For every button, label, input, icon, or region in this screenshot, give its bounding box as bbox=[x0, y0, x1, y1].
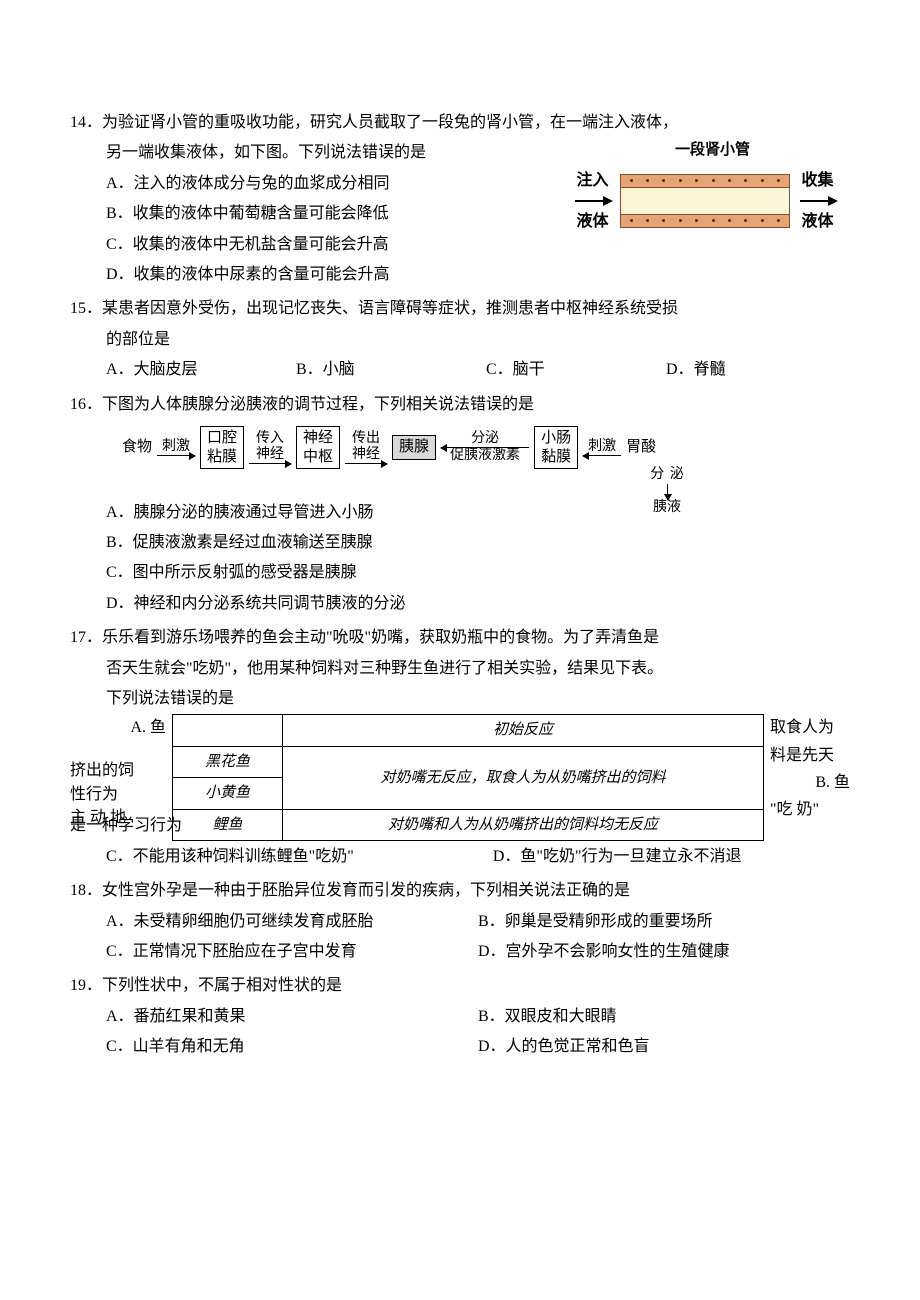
q17-opt-a-left: A. 鱼 bbox=[70, 714, 166, 741]
q17-table-row1: A. 鱼 初始反应 黑花鱼 对奶嘴无反应，取食人为从奶嘴挤出的饲料 小黄鱼 鲤鱼… bbox=[70, 714, 850, 841]
diag-arrow-secretin: 分泌 促胰液激素 bbox=[441, 431, 529, 464]
q16-opt-d: D．神经和内分泌系统共同调节胰液的分泌 bbox=[106, 589, 850, 619]
q19-options: A．番茄红果和黄果 B．双眼皮和大眼睛 C．山羊有角和无角 D．人的色觉正常和色… bbox=[70, 1002, 850, 1063]
q17-opt-d: D．鱼"吃奶"行为一旦建立永不消退 bbox=[493, 842, 742, 872]
q16-number: 16． bbox=[70, 390, 102, 420]
collect-liquid: 液体 bbox=[790, 208, 845, 235]
q17-opts-cd: C．不能用该种饲料训练鲤鱼"吃奶" D．鱼"吃奶"行为一旦建立永不消退 bbox=[70, 842, 850, 872]
question-15: 15． 某患者因意外受伤，出现记忆丧失、语言障碍等症状，推测患者中枢神经系统受损… bbox=[70, 294, 850, 385]
q17-r2: 料是先天 bbox=[770, 742, 850, 769]
tubule-top-wall bbox=[620, 174, 790, 188]
q18-text: 女性宫外孕是一种由于胚胎异位发育而引发的疾病，下列相关说法正确的是 bbox=[102, 876, 850, 906]
question-14: 14． 为验证肾小管的重吸收功能，研究人员截取了一段兔的肾小管，在一端注入液体，… bbox=[70, 108, 850, 290]
cell-fish2: 小黄鱼 bbox=[173, 778, 283, 810]
q16-options: A．胰腺分泌的胰液通过导管进入小肠 B．促胰液激素是经过血液输送至胰腺 C．图中… bbox=[70, 498, 850, 620]
q15-opt-b: B．小脑 bbox=[296, 355, 486, 385]
q14-number: 14． bbox=[70, 108, 102, 138]
q14-stem-line1: 14． 为验证肾小管的重吸收功能，研究人员截取了一段兔的肾小管，在一端注入液体， bbox=[70, 108, 850, 138]
q17-text1: 乐乐看到游乐场喂养的鱼会主动"吮吸"奶嘴，获取奶瓶中的食物。为了弄清鱼是 bbox=[102, 623, 850, 653]
inject-label: 注入 bbox=[565, 167, 620, 194]
q16-text: 下图为人体胰腺分泌胰液的调节过程，下列相关说法错误的是 bbox=[102, 390, 850, 420]
q14-opt-d: D．收集的液体中尿素的含量可能会升高 bbox=[106, 260, 850, 290]
q15-opt-a: A．大脑皮层 bbox=[106, 355, 296, 385]
q19-number: 19． bbox=[70, 971, 102, 1001]
q18-opt-d: D．宫外孕不会影响女性的生殖健康 bbox=[478, 937, 850, 967]
q19-opt-b: B．双眼皮和大眼睛 bbox=[478, 1002, 850, 1032]
q16-opt-c: C．图中所示反射弧的感受器是胰腺 bbox=[106, 558, 850, 588]
question-19: 19．下列性状中，不属于相对性状的是 A．番茄红果和黄果 B．双眼皮和大眼睛 C… bbox=[70, 971, 850, 1062]
q19-opt-c: C．山羊有角和无角 bbox=[106, 1032, 478, 1062]
q15-opt-d: D．脊髓 bbox=[666, 355, 806, 385]
collect-label: 收集 bbox=[790, 167, 845, 194]
tubule-bottom-wall bbox=[620, 214, 790, 228]
q15-stem-line1: 15． 某患者因意外受伤，出现记忆丧失、语言障碍等症状，推测患者中枢神经系统受损 bbox=[70, 294, 850, 324]
q18-opt-a: A．未受精卵细胞仍可继续发育成胚胎 bbox=[106, 907, 478, 937]
tubule-lumen bbox=[620, 188, 790, 214]
q17-optb-right: B. 鱼 bbox=[770, 769, 850, 796]
q16-opt-b: B．促胰液激素是经过血液输送至胰腺 bbox=[106, 528, 850, 558]
inject-liquid: 液体 bbox=[565, 208, 620, 235]
q15-number: 15． bbox=[70, 294, 102, 324]
q16-stem: 16． 下图为人体胰腺分泌胰液的调节过程，下列相关说法错误的是 bbox=[70, 390, 850, 420]
q19-text: 下列性状中，不属于相对性状的是 bbox=[102, 971, 850, 1001]
q18-opt-c: C．正常情况下胚胎应在子宫中发育 bbox=[106, 937, 478, 967]
q17-opt-c: C．不能用该种饲料训练鲤鱼"吃奶" bbox=[106, 842, 493, 872]
q15-options: A．大脑皮层 B．小脑 C．脑干 D．脊髓 bbox=[70, 355, 850, 385]
diag-box-intestine: 小肠黏膜 bbox=[534, 426, 578, 470]
diag-box-center: 神经中枢 bbox=[296, 426, 340, 470]
inject-column: 注入 液体 bbox=[565, 167, 620, 235]
table-header-reaction: 初始反应 bbox=[283, 715, 764, 747]
table-row: 鲤鱼 对奶嘴和人为从奶嘴挤出的饲料均无反应 bbox=[173, 809, 764, 841]
q17-text3: 下列说法错误的是 bbox=[70, 684, 850, 714]
tubule-title: 一段肾小管 bbox=[565, 136, 860, 165]
q15-text2: 的部位是 bbox=[70, 325, 850, 355]
q19-opt-d: D．人的色觉正常和色盲 bbox=[478, 1032, 850, 1062]
question-16: 16． 下图为人体胰腺分泌胰液的调节过程，下列相关说法错误的是 食物 刺激 口腔… bbox=[70, 390, 850, 620]
table-row: 黑花鱼 对奶嘴无反应，取食人为从奶嘴挤出的饲料 bbox=[173, 746, 764, 778]
cell-fish3: 鲤鱼 bbox=[173, 809, 283, 841]
cell-reaction12: 对奶嘴无反应，取食人为从奶嘴挤出的饲料 bbox=[283, 746, 764, 809]
q18-opt-b: B．卵巢是受精卵形成的重要场所 bbox=[478, 907, 850, 937]
question-18: 18．女性宫外孕是一种由于胚胎异位发育而引发的疾病，下列相关说法正确的是 A．未… bbox=[70, 876, 850, 967]
q14-text1: 为验证肾小管的重吸收功能，研究人员截取了一段兔的肾小管，在一端注入液体， bbox=[102, 108, 850, 138]
q18-number: 18． bbox=[70, 876, 102, 906]
q15-text1: 某患者因意外受伤，出现记忆丧失、语言障碍等症状，推测患者中枢神经系统受损 bbox=[102, 294, 850, 324]
table-header-blank bbox=[173, 715, 283, 747]
q18-options: A．未受精卵细胞仍可继续发育成胚胎 B．卵巢是受精卵形成的重要场所 C．正常情况… bbox=[70, 907, 850, 968]
diag-box-pancreas: 胰腺 bbox=[392, 435, 436, 460]
q17-text2: 否天生就会"吃奶"，他用某种饲料对三种野生鱼进行了相关实验，结果见下表。 bbox=[70, 654, 850, 684]
question-17: 17．乐乐看到游乐场喂养的鱼会主动"吮吸"奶嘴，获取奶瓶中的食物。为了弄清鱼是 … bbox=[70, 623, 850, 872]
diag-food: 食物 bbox=[122, 433, 152, 462]
q15-opt-c: C．脑干 bbox=[486, 355, 666, 385]
q17-table: 初始反应 黑花鱼 对奶嘴无反应，取食人为从奶嘴挤出的饲料 小黄鱼 鲤鱼 对奶嘴和… bbox=[172, 714, 764, 841]
tubule-graphic bbox=[620, 174, 790, 228]
arrow-right-icon bbox=[798, 194, 838, 208]
collect-column: 收集 液体 bbox=[790, 167, 845, 235]
q16-opt-a: A．胰腺分泌的胰液通过导管进入小肠 bbox=[106, 498, 850, 528]
q17-r4: "吃 奶" bbox=[770, 796, 850, 823]
cell-fish1: 黑花鱼 bbox=[173, 746, 283, 778]
arrow-right-icon bbox=[573, 194, 613, 208]
diag-arrow-efferent: 传出神经 bbox=[345, 431, 387, 464]
diag-box-mucosa: 口腔粘膜 bbox=[200, 426, 244, 470]
diag-acid: 胃酸 bbox=[626, 433, 656, 462]
table-row: 初始反应 bbox=[173, 715, 764, 747]
diag-arrow-stim2: 刺激 bbox=[583, 439, 621, 456]
q19-opt-a: A．番茄红果和黄果 bbox=[106, 1002, 478, 1032]
diag-arrow-afferent: 传入神经 bbox=[249, 431, 291, 464]
q17-right-col: 取食人为 料是先天 B. 鱼 "吃 奶" bbox=[770, 714, 850, 823]
diag-arrow-stim1: 刺激 bbox=[157, 439, 195, 456]
cell-reaction3: 对奶嘴和人为从奶嘴挤出的饲料均无反应 bbox=[283, 809, 764, 841]
q17-r1: 取食人为 bbox=[770, 714, 850, 741]
q17-number: 17． bbox=[70, 623, 102, 653]
q14-figure: 一段肾小管 注入 液体 收集 液体 bbox=[565, 136, 860, 235]
